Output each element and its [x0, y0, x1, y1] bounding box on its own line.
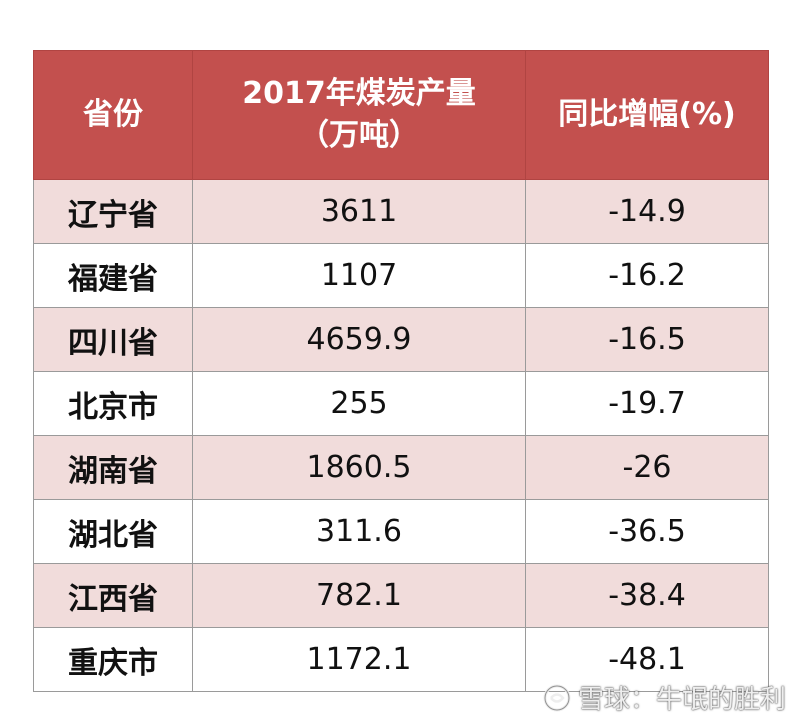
value-cell: -16.5 [525, 307, 769, 372]
header-text: 同比增幅(%) [558, 97, 736, 132]
header-cell: 省份 [33, 50, 193, 180]
table-row: 湖北省 311.6 -36.5 [33, 499, 769, 564]
table-body: 辽宁省 3611 -14.9 福建省 1107 -16.2 四川省 4659.9 -16.5 北京… [33, 179, 769, 692]
table-row: 四川省 4659.9 -16.5 [33, 307, 769, 372]
province-cell: 辽宁省 [33, 179, 193, 244]
table-row: 湖南省 1860.5 -26 [33, 435, 769, 500]
watermark-text: 雪球：牛氓的胜利 [577, 685, 786, 715]
value-cell: -16.2 [525, 243, 769, 308]
header-text: 省份 [83, 97, 143, 132]
table-row: 北京市 255 -19.7 [33, 371, 769, 436]
value-cell: -19.7 [525, 371, 769, 436]
table-row: 重庆市 1172.1 -48.1 [33, 627, 769, 692]
value-cell: 3611 [192, 179, 526, 244]
table-row: 福建省 1107 -16.2 [33, 243, 769, 308]
value-cell: 311.6 [192, 499, 526, 564]
value-cell: 782.1 [192, 563, 526, 628]
table-row: 江西省 782.1 -38.4 [33, 563, 769, 628]
table-row: 辽宁省 3611 -14.9 [33, 179, 769, 244]
header-cell: 2017年煤炭产量 （万吨） [192, 50, 526, 180]
value-cell: 1860.5 [192, 435, 526, 500]
header-text: （万吨） [299, 118, 419, 153]
coal-table: 省份 2017年煤炭产量 （万吨） 同比增幅(%) 辽宁省 3611 -14.9 福建省 11… [33, 50, 769, 692]
value-cell: -14.9 [525, 179, 769, 244]
value-cell: 4659.9 [192, 307, 526, 372]
province-cell: 北京市 [33, 371, 193, 436]
value-cell: -36.5 [525, 499, 769, 564]
header-row: 省份 2017年煤炭产量 （万吨） 同比增幅(%) [33, 50, 769, 180]
watermark: 雪球：牛氓的胜利 [542, 679, 786, 716]
province-cell: 重庆市 [33, 627, 193, 692]
province-cell: 湖北省 [33, 499, 193, 564]
province-cell: 四川省 [33, 307, 193, 372]
value-cell: 1107 [192, 243, 526, 308]
value-cell: 1172.1 [192, 627, 526, 692]
value-cell: -38.4 [525, 563, 769, 628]
header-cell: 同比增幅(%) [525, 50, 769, 180]
province-cell: 江西省 [33, 563, 193, 628]
province-cell: 湖南省 [33, 435, 193, 500]
value-cell: -48.1 [525, 627, 769, 692]
watermark-logo [543, 684, 571, 711]
header-text: 2017年煤炭产量 [242, 76, 476, 111]
value-cell: -26 [525, 435, 769, 500]
province-cell: 福建省 [33, 243, 193, 308]
value-cell: 255 [192, 371, 526, 436]
